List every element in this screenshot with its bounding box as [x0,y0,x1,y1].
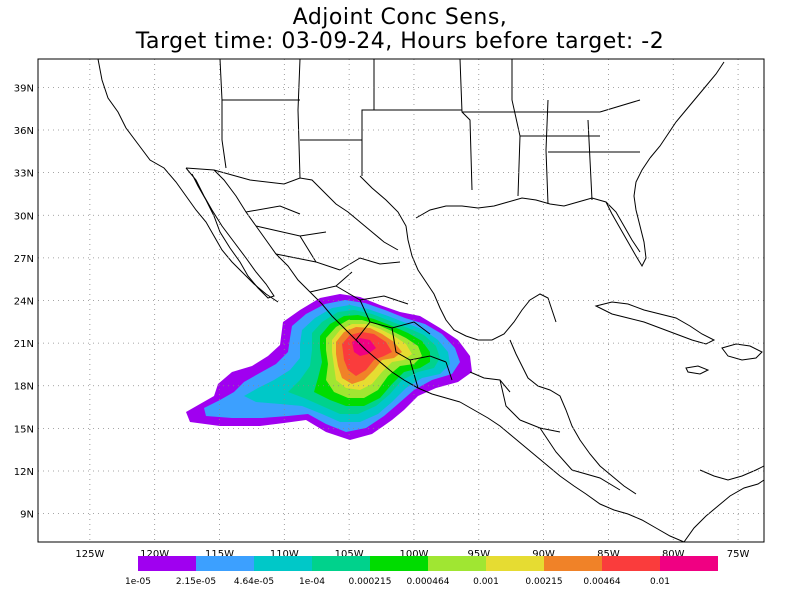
chart-subtitle: Target time: 03-09-24, Hours before targ… [135,29,665,54]
latitude-labels: 39N 36N 33N 30N 27N 24N 21N 18N 15N 12N 9N [14,83,34,520]
longitude-label: 80W [662,549,685,560]
colorbar-swatch [660,556,718,571]
central-america-borders [469,371,621,491]
longitude-labels: 125W 120W 115W 110W 105W 100W 95W 90W 85W 80W 75W [75,549,749,560]
latitude-label: 18N [14,382,34,393]
latitude-label: 36N [14,126,34,137]
colorbar-swatch [428,556,486,571]
colorbar-label: 4.64e-05 [234,577,274,587]
florida-coastline [605,157,651,268]
colorbar-swatch [196,556,254,571]
longitude-label: 95W [467,549,490,560]
colorbar-swatch [602,556,660,571]
longitude-label: 90W [532,549,555,560]
colorbar-label: 0.000464 [407,577,450,587]
coastlines-and-borders [97,59,764,542]
latitude-label: 39N [14,83,34,94]
longitude-label: 110W [270,549,299,560]
colorbar-swatch [370,556,428,571]
latitude-label: 27N [14,254,34,265]
colorbar: 1e-05 2.15e-05 4.64e-05 1e-04 0.000215 0.0004… [125,556,718,587]
colorbar-swatch [312,556,370,571]
colorbar-label: 1e-04 [299,577,325,587]
gulf-coastline [359,175,557,341]
us-state-borders [219,59,641,205]
colorbar-swatch [544,556,602,571]
colorbar-label: 0.000215 [349,577,392,587]
colorbar-label: 0.00215 [525,577,562,587]
longitude-label: 115W [205,549,234,560]
pacific-coastline [97,59,279,303]
us-mexico-border [185,167,399,251]
longitude-label: 120W [140,549,169,560]
latitude-label: 12N [14,467,34,478]
hispaniola-outline [721,343,763,361]
sensitivity-field [186,294,472,440]
longitude-label: 125W [75,549,104,560]
south-america-coastline [683,479,764,542]
colorbar-label: 1e-05 [125,577,151,587]
colorbar-label: 0.00464 [583,577,620,587]
central-america-coastline [459,401,685,542]
venezuela-coastline [699,465,764,481]
central-america-caribbean-coast [509,339,637,495]
baja-california-coastline [185,167,275,299]
mexico-pacific-coastline [213,169,461,403]
jamaica-outline [685,365,710,375]
colorbar-label: 2.15e-05 [176,577,216,587]
us-east-coastline [649,61,725,159]
colorbar-label: 0.01 [650,577,670,587]
longitude-label: 75W [727,549,750,560]
chart-title: Adjoint Conc Sens, [292,5,508,30]
longitude-label: 100W [399,549,428,560]
latitude-label: 24N [14,297,34,308]
colorbar-swatch [254,556,312,571]
lat-lon-grid [38,59,764,542]
latitude-label: 9N [20,510,34,521]
longitude-label: 85W [597,549,620,560]
cuba-outline [594,301,716,345]
us-gulf-coastline [415,197,641,253]
latitude-label: 21N [14,339,34,350]
latitude-label: 15N [14,424,34,435]
colorbar-label: 0.001 [473,577,499,587]
latitude-label: 33N [14,169,34,180]
colorbar-swatch [138,556,196,571]
longitude-label: 105W [335,549,364,560]
colorbar-swatch [486,556,544,571]
latitude-label: 30N [14,211,34,222]
map-frame [37,58,765,543]
